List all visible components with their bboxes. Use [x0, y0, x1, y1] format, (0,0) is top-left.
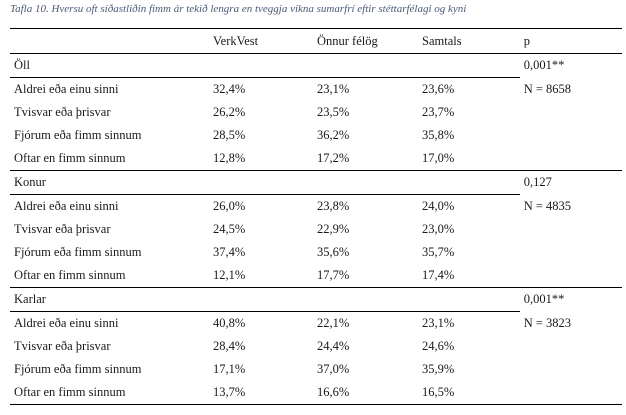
group-row: Öll 0,001**	[10, 53, 622, 78]
value-samtals: 17,0%	[422, 151, 455, 165]
value-verkvest: 28,5%	[213, 128, 246, 142]
row-label: Aldrei eða einu sinni	[14, 82, 119, 96]
empty-cell	[520, 147, 622, 171]
value-onnur-felog: 23,5%	[316, 105, 350, 119]
value-verkvest: 28,4%	[213, 339, 246, 353]
value-samtals: 23,1%	[422, 316, 455, 330]
table-row: Aldrei eða einu sinni 32,4% 23,1% 23,6% N = …	[10, 78, 622, 102]
value-verkvest: 17,1%	[213, 362, 246, 376]
empty-cell	[520, 241, 622, 264]
row-label: Aldrei eða einu sinni	[14, 199, 119, 213]
value-verkvest: 12,1%	[213, 268, 246, 282]
header-samtals: Samtals	[418, 28, 520, 54]
table-row: Tvisvar eða þrisvar 26,2% 23,5% 23,7%	[10, 101, 622, 124]
value-onnur-felog: 17,7%	[316, 268, 350, 282]
value-samtals: 24,0%	[422, 199, 455, 213]
table-body: Öll 0,001** Aldrei eða einu sinni 32,4% 23,1…	[10, 53, 622, 405]
row-label: Fjórum eða fimm sinnum	[14, 128, 142, 142]
value-samtals: 35,9%	[422, 362, 455, 376]
table-row: Oftar en fimm sinnum 12,8% 17,2% 17,0%	[10, 147, 622, 171]
value-onnur-felog: 22,1%	[316, 316, 350, 330]
p-value: 0,001**	[519, 287, 622, 312]
value-onnur-felog: 22,9%	[316, 222, 350, 236]
table-row: Tvisvar eða þrisvar 28,4% 24,4% 24,6%	[10, 335, 622, 358]
table-caption: Tafla 10. Hversu oft síðastliðin fimm ár…	[10, 3, 467, 15]
sample-size: N = 3823	[523, 315, 572, 330]
sample-size: N = 8658	[523, 81, 572, 96]
table-row: Fjórum eða fimm sinnum 28,5% 36,2% 35,8%	[10, 124, 622, 147]
header-onnur-felog: Önnur félög	[312, 28, 418, 54]
empty-cell	[520, 358, 622, 381]
row-label: Tvisvar eða þrisvar	[14, 222, 111, 236]
table-row: Tvisvar eða þrisvar 24,5% 22,9% 23,0%	[10, 218, 622, 241]
empty-cell	[520, 101, 622, 124]
vacation-frequency-table: VerkVest Önnur félög Samtals p Öll 0,001*…	[10, 28, 622, 405]
row-label: Fjórum eða fimm sinnum	[14, 362, 142, 376]
value-samtals: 24,6%	[422, 339, 455, 353]
group-row: Konur 0,127	[10, 170, 622, 195]
row-label: Aldrei eða einu sinni	[14, 316, 119, 330]
empty-cell	[520, 335, 622, 358]
row-label: Oftar en fimm sinnum	[14, 268, 126, 282]
value-verkvest: 12,8%	[213, 151, 246, 165]
table-row: Oftar en fimm sinnum 12,1% 17,7% 17,4%	[10, 264, 622, 288]
value-verkvest: 13,7%	[209, 381, 313, 405]
header-row-label	[10, 28, 210, 54]
value-samtals: 35,8%	[422, 128, 455, 142]
value-verkvest: 37,4%	[213, 245, 246, 259]
row-label: Oftar en fimm sinnum	[14, 151, 126, 165]
group-row: Karlar 0,001**	[10, 287, 622, 312]
empty-cell	[520, 264, 622, 288]
row-label: Tvisvar eða þrisvar	[14, 105, 111, 119]
value-samtals: 23,7%	[422, 105, 455, 119]
row-label: Fjórum eða fimm sinnum	[14, 245, 142, 259]
header-row: VerkVest Önnur félög Samtals p	[10, 28, 622, 54]
value-verkvest: 26,2%	[213, 105, 246, 119]
value-samtals: 35,7%	[422, 245, 455, 259]
value-onnur-felog: 36,2%	[316, 128, 350, 142]
value-verkvest: 26,0%	[213, 199, 246, 213]
group-name: Karlar	[10, 287, 520, 312]
table-row: Aldrei eða einu sinni 40,8% 22,1% 23,1% N = …	[10, 312, 622, 336]
value-onnur-felog: 24,4%	[316, 339, 350, 353]
row-label: Oftar en fimm sinnum	[10, 381, 210, 405]
value-onnur-felog: 35,6%	[316, 245, 350, 259]
header-p: p	[519, 28, 622, 54]
table-row: Oftar en fimm sinnum 13,7% 16,6% 16,5%	[10, 381, 622, 405]
row-label: Tvisvar eða þrisvar	[14, 339, 111, 353]
table-row: Aldrei eða einu sinni 26,0% 23,8% 24,0% N = …	[10, 195, 622, 219]
table-row: Fjórum eða fimm sinnum 37,4% 35,6% 35,7%	[10, 241, 622, 264]
value-samtals: 17,4%	[422, 268, 455, 282]
value-onnur-felog: 37,0%	[316, 362, 350, 376]
value-onnur-felog: 23,1%	[316, 82, 350, 96]
value-verkvest: 40,8%	[213, 316, 246, 330]
value-verkvest: 32,4%	[213, 82, 246, 96]
empty-cell	[520, 124, 622, 147]
empty-cell	[519, 381, 622, 405]
value-onnur-felog: 23,8%	[316, 199, 350, 213]
value-verkvest: 24,5%	[213, 222, 246, 236]
group-name: Konur	[10, 170, 520, 195]
group-name: Öll	[10, 53, 520, 78]
sample-size: N = 4835	[523, 198, 572, 213]
empty-cell	[520, 218, 622, 241]
value-samtals: 16,5%	[418, 381, 520, 405]
value-samtals: 23,0%	[422, 222, 455, 236]
p-value: 0,001**	[523, 58, 565, 73]
header-verkvest: VerkVest	[209, 28, 313, 54]
p-value: 0,127	[519, 170, 622, 195]
table-row: Fjórum eða fimm sinnum 17,1% 37,0% 35,9%	[10, 358, 622, 381]
value-onnur-felog: 16,6%	[312, 381, 418, 405]
value-onnur-felog: 17,2%	[316, 151, 350, 165]
value-samtals: 23,6%	[422, 82, 455, 96]
